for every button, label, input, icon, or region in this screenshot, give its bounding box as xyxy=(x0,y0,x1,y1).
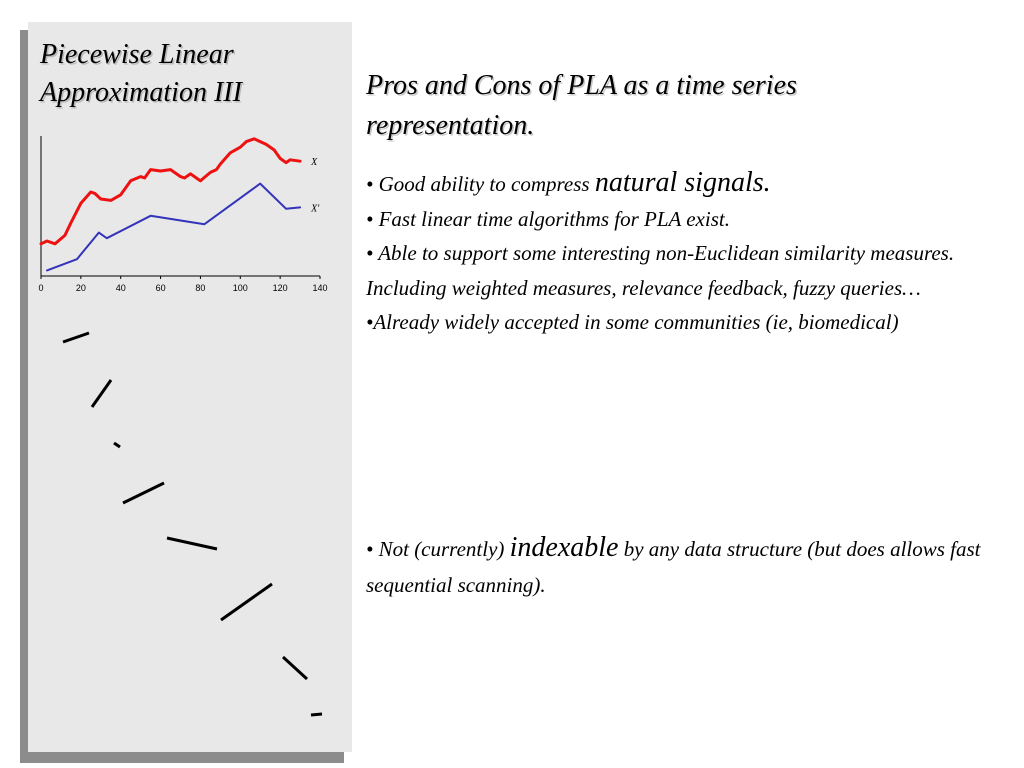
con-emphasis: indexable xyxy=(509,532,619,563)
pla-segment xyxy=(220,582,273,622)
series-line-approximation xyxy=(46,182,302,272)
pla-segments xyxy=(62,331,323,717)
x-tick-label: 100 xyxy=(233,283,248,293)
cons-list: • Not (currently) indexable by any data … xyxy=(366,530,1016,603)
x-tick-label: 20 xyxy=(76,283,86,293)
x-tick-label: 0 xyxy=(38,283,43,293)
main-title-line-1: Pros and Cons of PLA as a time series xyxy=(366,70,797,101)
pro-item: • Good ability to compress natural signa… xyxy=(366,166,1006,202)
con-text: • Not (currently) xyxy=(366,537,510,561)
sidebar-panel xyxy=(28,22,352,752)
pro-text: • Good ability to compress xyxy=(366,172,595,196)
series-label: X xyxy=(310,157,318,168)
pro-item: • Able to support some interesting non-E… xyxy=(366,236,1006,305)
con-item: • Not (currently) indexable by any data … xyxy=(366,530,1016,603)
pla-segment xyxy=(90,379,113,408)
pla-segment xyxy=(62,331,90,344)
pro-text: •Already widely accepted in some communi… xyxy=(366,310,899,334)
pla-chart: 0 20 40 60 80 100 120 140 X X' xyxy=(38,136,328,293)
pro-item: • Fast linear time algorithms for PLA ex… xyxy=(366,202,1006,237)
x-tick-label: 120 xyxy=(273,283,288,293)
x-tick-label: 80 xyxy=(195,283,205,293)
sidebar-title: Piecewise Linear Approximation III xyxy=(40,36,242,112)
pros-list: • Good ability to compress natural signa… xyxy=(366,166,1006,340)
pla-segment xyxy=(122,481,165,505)
pro-text: • Able to support some interesting non-E… xyxy=(366,241,955,300)
x-tick-label: 40 xyxy=(116,283,126,293)
main-content: Pros and Cons of PLA as a time series re… xyxy=(366,66,1006,340)
pla-segment xyxy=(281,655,309,681)
pla-segment xyxy=(166,536,218,551)
x-tick-label: 140 xyxy=(312,283,327,293)
pro-item: •Already widely accepted in some communi… xyxy=(366,305,1006,340)
sidebar-title-line-2: Approximation III xyxy=(40,77,242,108)
pro-emphasis: natural signals. xyxy=(594,167,771,198)
pla-segment xyxy=(310,712,323,717)
con-text-tail: by any data structure (but does allows f… xyxy=(366,537,981,597)
series-line-original xyxy=(39,137,302,246)
pla-segment xyxy=(113,441,121,449)
series-label: X' xyxy=(310,203,320,214)
x-tick-label: 60 xyxy=(156,283,166,293)
pro-text: • Fast linear time algorithms for PLA ex… xyxy=(366,206,730,231)
main-title-line-2: representation. xyxy=(366,110,535,141)
sidebar-title-line-1: Piecewise Linear xyxy=(40,39,234,70)
main-title: Pros and Cons of PLA as a time series re… xyxy=(366,66,1006,146)
